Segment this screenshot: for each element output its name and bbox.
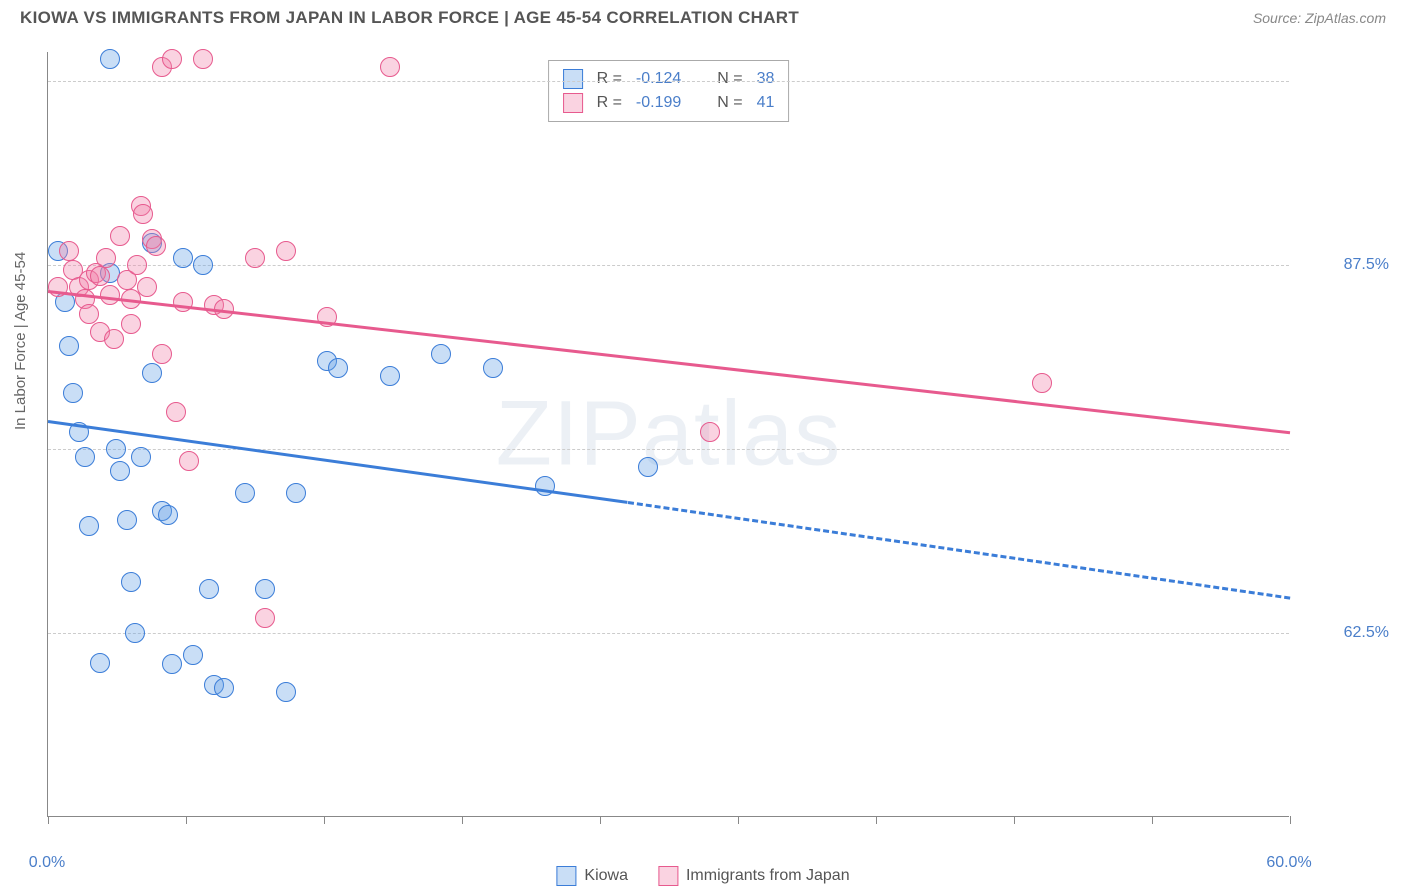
n-label: N =	[717, 70, 742, 88]
japan-point	[59, 241, 79, 261]
legend-item-kiowa: Kiowa	[556, 866, 628, 886]
r-value-kiowa: -0.124	[636, 70, 681, 88]
japan-point	[146, 236, 166, 256]
kiowa-point	[286, 483, 306, 503]
legend-correlation: R = -0.124 N = 38 R = -0.199 N = 41	[548, 60, 790, 122]
japan-point	[1032, 373, 1052, 393]
legend-label-kiowa: Kiowa	[584, 867, 628, 885]
kiowa-point	[276, 682, 296, 702]
source-label: Source: ZipAtlas.com	[1253, 10, 1386, 26]
kiowa-point	[125, 623, 145, 643]
japan-point	[100, 285, 120, 305]
kiowa-point	[131, 447, 151, 467]
kiowa-point	[100, 49, 120, 69]
kiowa-point	[90, 653, 110, 673]
kiowa-point	[431, 344, 451, 364]
legend-row-kiowa: R = -0.124 N = 38	[563, 67, 775, 91]
x-tick	[738, 816, 739, 824]
x-tick	[324, 816, 325, 824]
japan-point	[193, 49, 213, 69]
kiowa-point	[328, 358, 348, 378]
gridline	[48, 449, 1289, 450]
kiowa-point	[483, 358, 503, 378]
kiowa-point	[162, 654, 182, 674]
watermark-bold: ZIP	[496, 383, 642, 485]
chart-plot-area: ZIPatlas R = -0.124 N = 38 R = -0.199 N …	[47, 52, 1289, 817]
x-tick	[1152, 816, 1153, 824]
watermark: ZIPatlas	[496, 382, 841, 487]
kiowa-point	[117, 510, 137, 530]
kiowa-point	[193, 255, 213, 275]
japan-point	[90, 266, 110, 286]
trendline	[627, 501, 1290, 600]
japan-point	[380, 57, 400, 77]
kiowa-point	[75, 447, 95, 467]
kiowa-point	[638, 457, 658, 477]
y-tick-label: 87.5%	[1299, 256, 1389, 274]
x-tick	[1290, 816, 1291, 824]
kiowa-point	[235, 483, 255, 503]
japan-point	[137, 277, 157, 297]
kiowa-point	[183, 645, 203, 665]
y-axis-title: In Labor Force | Age 45-54	[12, 252, 29, 430]
japan-point	[162, 49, 182, 69]
x-tick-label-right: 60.0%	[1266, 854, 1311, 872]
x-tick	[48, 816, 49, 824]
kiowa-point	[158, 505, 178, 525]
japan-point	[245, 248, 265, 268]
gridline	[48, 265, 1289, 266]
kiowa-point	[199, 579, 219, 599]
kiowa-point	[121, 572, 141, 592]
japan-point	[121, 314, 141, 334]
japan-point	[152, 344, 172, 364]
x-tick	[462, 816, 463, 824]
gridline	[48, 633, 1289, 634]
kiowa-point	[79, 516, 99, 536]
kiowa-point	[110, 461, 130, 481]
japan-point	[255, 608, 275, 628]
kiowa-point	[173, 248, 193, 268]
gridline	[48, 81, 1289, 82]
r-label: R =	[597, 70, 622, 88]
watermark-light: atlas	[642, 383, 841, 485]
legend-label-japan: Immigrants from Japan	[686, 867, 850, 885]
japan-point	[276, 241, 296, 261]
kiowa-point	[59, 336, 79, 356]
swatch-japan	[563, 93, 583, 113]
kiowa-point	[380, 366, 400, 386]
japan-point	[104, 329, 124, 349]
x-tick-label-left: 0.0%	[29, 854, 65, 872]
swatch-kiowa	[563, 69, 583, 89]
japan-point	[700, 422, 720, 442]
swatch-japan	[658, 866, 678, 886]
japan-point	[127, 255, 147, 275]
x-tick	[186, 816, 187, 824]
r-value-japan: -0.199	[636, 94, 681, 112]
kiowa-point	[255, 579, 275, 599]
legend-series: Kiowa Immigrants from Japan	[556, 866, 849, 886]
x-tick	[1014, 816, 1015, 824]
kiowa-point	[63, 383, 83, 403]
japan-point	[179, 451, 199, 471]
n-value-kiowa: 38	[757, 70, 775, 88]
swatch-kiowa	[556, 866, 576, 886]
x-tick	[600, 816, 601, 824]
japan-point	[96, 248, 116, 268]
page-title: KIOWA VS IMMIGRANTS FROM JAPAN IN LABOR …	[20, 8, 799, 28]
kiowa-point	[142, 363, 162, 383]
japan-point	[166, 402, 186, 422]
japan-point	[133, 204, 153, 224]
japan-point	[110, 226, 130, 246]
legend-item-japan: Immigrants from Japan	[658, 866, 850, 886]
legend-row-japan: R = -0.199 N = 41	[563, 91, 775, 115]
n-label: N =	[717, 94, 742, 112]
r-label: R =	[597, 94, 622, 112]
n-value-japan: 41	[757, 94, 775, 112]
kiowa-point	[214, 678, 234, 698]
x-tick	[876, 816, 877, 824]
y-tick-label: 62.5%	[1299, 624, 1389, 642]
kiowa-point	[106, 439, 126, 459]
trendline	[48, 290, 1290, 434]
